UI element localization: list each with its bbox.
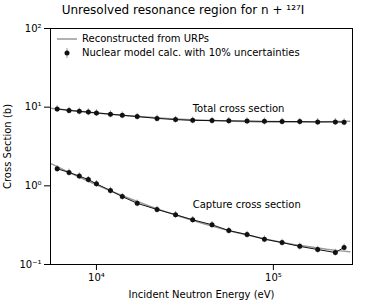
svg-text:10²: 10² — [25, 23, 42, 34]
svg-text:Total cross section: Total cross section — [192, 103, 285, 114]
svg-text:10¹: 10¹ — [25, 101, 42, 112]
html-text:Nuclear model calc. with 10% u: Nuclear model calc. with 10% uncertainti… — [82, 47, 300, 58]
svg-text:Incident Neutron Energy (eV): Incident Neutron Energy (eV) — [129, 289, 275, 300]
svg-text:10⁰: 10⁰ — [25, 180, 42, 191]
html-text:Reconstructed from URPs: Reconstructed from URPs — [82, 33, 210, 44]
html-text:Unresolved resonance region fo: Unresolved resonance region for n + ¹²⁷I — [61, 3, 305, 17]
svg-text:10⁴: 10⁴ — [88, 272, 105, 283]
svg-text:10⁵: 10⁵ — [265, 272, 282, 283]
svg-text:10⁻¹: 10⁻¹ — [19, 259, 41, 270]
svg-text:Capture cross section: Capture cross section — [193, 199, 301, 210]
svg-text:Cross Section (b): Cross Section (b) — [2, 104, 13, 189]
